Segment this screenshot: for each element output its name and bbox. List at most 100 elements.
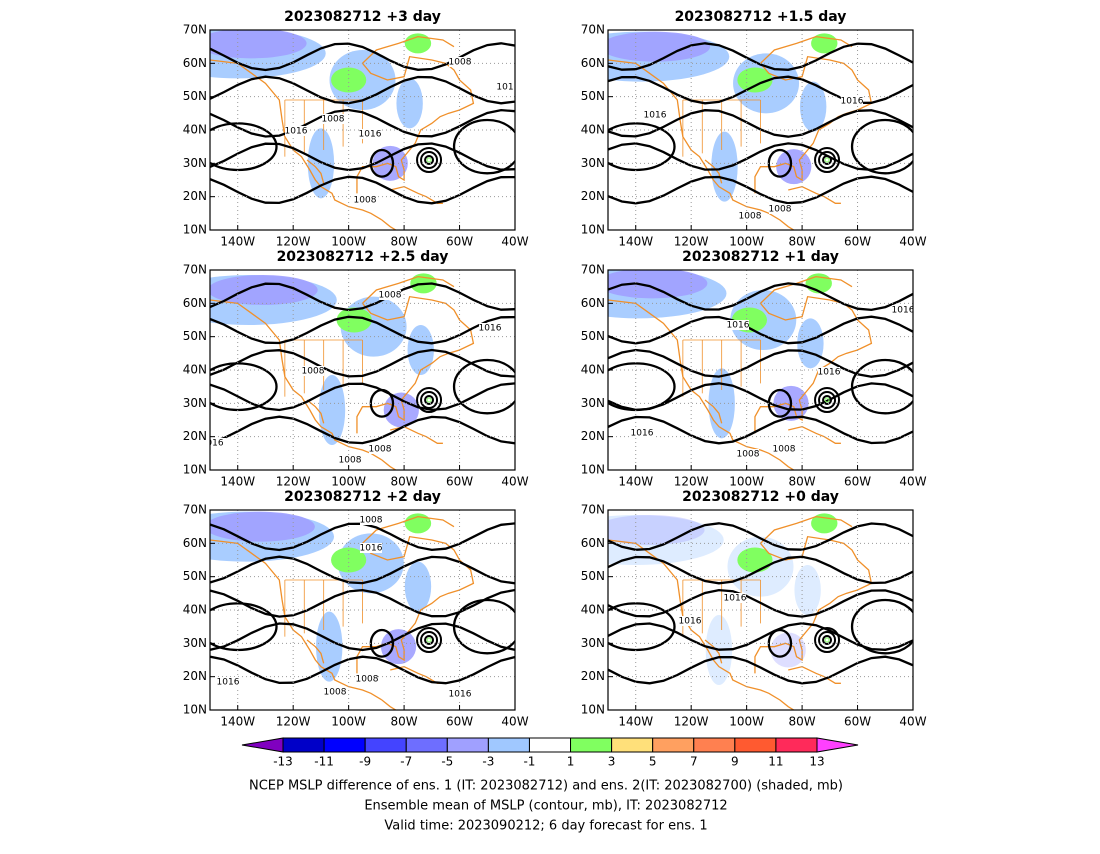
contour (210, 282, 515, 312)
contour-label-bg (727, 320, 749, 330)
x-tick-label: 80W (391, 715, 418, 729)
colorbar-label: -7 (400, 755, 412, 769)
map-panel: 1016 1016 2023082712 +0 day 70N 60N 50N 40N 30N… (581, 489, 927, 729)
colorbar-triangle (816, 737, 859, 753)
shading (396, 78, 423, 129)
contour-label-bg (644, 110, 666, 120)
cyclone-contour (424, 155, 435, 165)
x-tick-label: 40W (899, 475, 926, 489)
contour (210, 655, 515, 685)
map-panel: 1016 1016 1008 1008 2023082712 +1.5 day 70N 60… (581, 9, 927, 249)
x-tick-label: 60W (446, 715, 473, 729)
cyclone-center (824, 637, 830, 643)
y-tick-label: 20N (581, 189, 605, 203)
contour-label: 1016 (679, 617, 702, 627)
map-panel: 1016 1016 1016 1016 1008 1008 2023082712 +1 da… (581, 249, 927, 489)
contour-label: 1016 (449, 690, 472, 700)
cyclone-center (426, 157, 432, 163)
y-tick-label: 70N (183, 503, 207, 517)
panel-title: 2023082712 +2.5 day (277, 249, 449, 265)
shading (210, 30, 307, 59)
contour (210, 142, 515, 172)
shading (331, 547, 367, 573)
x-tick-label: 60W (844, 715, 871, 729)
contour-label: 1016 (892, 306, 915, 316)
cyclone-center (824, 397, 830, 403)
coastline (704, 399, 723, 424)
contour-label: 1008 (737, 450, 760, 460)
shading (336, 307, 372, 333)
contour-label-bg (354, 195, 376, 205)
panel-title: 2023082712 +0 day (682, 489, 839, 505)
colorbar-label: 7 (690, 755, 698, 769)
y-tick-label: 20N (183, 669, 207, 683)
contour-label-bg (359, 129, 381, 139)
y-tick-label: 70N (183, 263, 207, 277)
contour (452, 358, 515, 415)
shading (380, 629, 417, 665)
contour (608, 622, 913, 651)
y-tick-label: 70N (581, 503, 605, 517)
y-tick-label: 30N (183, 396, 207, 410)
colorbar-label: -9 (359, 755, 371, 769)
contour-label-bg (818, 367, 840, 377)
y-tick-label: 40N (183, 363, 207, 377)
x-tick-label: 80W (391, 475, 418, 489)
x-tick-label: 80W (391, 235, 418, 249)
contour (210, 555, 515, 585)
contour-label: 1008 (379, 291, 402, 301)
shading (799, 81, 827, 132)
contour-label: 1008 (356, 675, 379, 685)
x-tick-label: 140W (220, 475, 255, 489)
colorbar-label: -11 (314, 755, 334, 769)
x-tick-label: 100W (331, 475, 366, 489)
cyclone-contour (822, 155, 833, 165)
colorbar: -13 -11 -9 -7 -5 -3 -1 1 3 5 7 9 11 13 (241, 737, 859, 769)
contour-label-bg (892, 305, 913, 315)
panel-title: 2023082712 +1.5 day (675, 9, 847, 25)
coastline (788, 425, 841, 444)
caption: NCEP MSLP difference of ens. 1 (IT: 2023… (249, 779, 843, 794)
map-content: 1008 1016 1008 016 1008 1008 (210, 270, 515, 470)
shading (794, 565, 821, 615)
contour (850, 598, 913, 655)
map-content: 1008 101 1008 1016 1016 1008 (210, 30, 515, 230)
contour-label: 1008 (769, 205, 792, 215)
panel-title: 2023082712 +2 day (284, 489, 441, 505)
x-tick-label: 140W (220, 235, 255, 249)
y-tick-label: 40N (183, 123, 207, 137)
x-tick-label: 60W (446, 235, 473, 249)
panel-title: 2023082712 +3 day (284, 9, 441, 25)
contour (452, 598, 515, 655)
contour (608, 122, 676, 172)
contour-label-bg (302, 366, 324, 376)
y-tick-label: 30N (183, 156, 207, 170)
contour-label: 1016 (841, 97, 864, 107)
x-tick-label: 140W (618, 235, 653, 249)
contour-label-bg (841, 96, 863, 106)
map-panel: 1008 1016 1008 016 1008 1008 2023082712 +2.5 d… (183, 249, 529, 489)
coastline (306, 399, 325, 424)
cyclone-contour (424, 395, 435, 405)
shading (210, 511, 315, 542)
y-tick-label: 30N (581, 636, 605, 650)
contour-label: 1016 (360, 544, 383, 554)
contour (452, 118, 515, 175)
contour-label: 1008 (324, 688, 347, 698)
colorbar-label: 5 (649, 755, 657, 769)
x-tick-label: 40W (501, 235, 528, 249)
x-tick-label: 80W (789, 715, 816, 729)
colorbar-box (282, 737, 325, 753)
contour (210, 362, 278, 412)
y-tick-label: 60N (581, 296, 605, 310)
x-tick-label: 60W (446, 475, 473, 489)
contour-label: 1016 (479, 324, 502, 334)
x-tick-label: 100W (729, 475, 764, 489)
caption: Valid time: 2023090212; 6 day forecast f… (384, 819, 707, 834)
colorbar-box (734, 737, 777, 753)
coastline (306, 639, 325, 664)
x-tick-label: 120W (674, 475, 709, 489)
x-tick-label: 140W (220, 715, 255, 729)
y-tick-label: 40N (183, 603, 207, 617)
